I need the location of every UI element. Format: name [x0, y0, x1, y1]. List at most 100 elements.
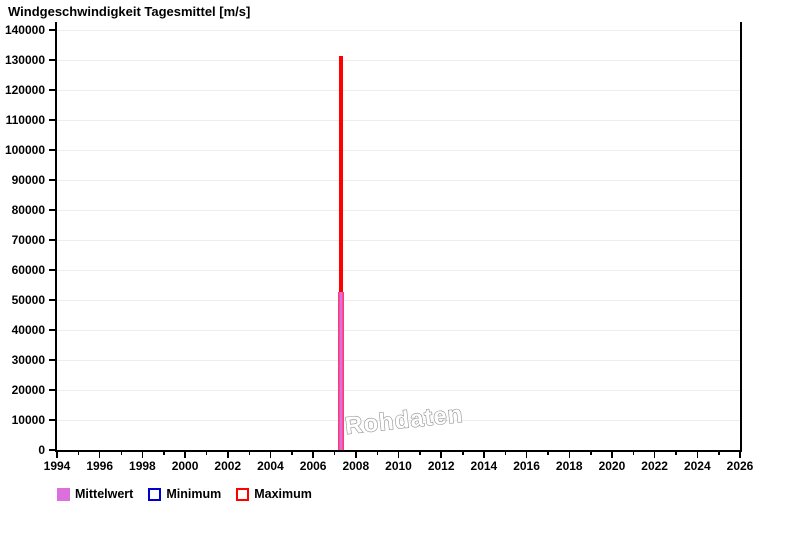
gridline	[57, 299, 740, 301]
gridline	[57, 59, 740, 61]
x-tick-label: 1996	[86, 459, 114, 473]
x-minor-tick	[163, 451, 165, 455]
y-tick	[49, 59, 55, 61]
x-axis	[55, 450, 742, 452]
gridline	[57, 29, 740, 31]
y-tick-label: 30000	[11, 352, 45, 367]
y-tick	[49, 329, 55, 331]
x-minor-tick	[675, 451, 677, 455]
gridline	[57, 269, 740, 271]
legend-item-mittelwert: Mittelwert	[57, 487, 133, 501]
y-axis	[55, 22, 57, 452]
legend-label-minimum: Minimum	[166, 487, 222, 501]
y-tick	[49, 269, 55, 271]
mittelwert-swatch	[57, 487, 70, 501]
x-tick	[440, 451, 442, 458]
x-minor-tick	[718, 451, 720, 455]
right-border	[740, 22, 742, 450]
x-tick	[483, 451, 485, 458]
x-tick	[355, 451, 357, 458]
y-tick-label: 50000	[11, 292, 45, 307]
y-tick-label: 80000	[11, 202, 45, 217]
x-minor-tick	[248, 451, 251, 455]
legend-label-maximum: Maximum	[254, 487, 312, 501]
y-tick	[49, 359, 55, 361]
x-minor-tick	[120, 451, 123, 455]
x-tick	[568, 451, 570, 458]
x-tick	[312, 451, 314, 458]
x-tick	[269, 451, 272, 458]
watermark: Rohdaten	[343, 400, 465, 440]
x-minor-tick	[590, 451, 592, 455]
x-tick	[696, 451, 699, 458]
y-tick-label: 10000	[11, 412, 45, 427]
x-tick-label: 2020	[598, 459, 626, 473]
x-tick	[739, 451, 741, 458]
x-tick	[184, 451, 186, 458]
x-tick-label: 2000	[171, 459, 199, 473]
y-tick	[49, 299, 55, 301]
x-tick-label: 2026	[726, 459, 754, 473]
x-tick	[227, 451, 229, 458]
x-tick	[141, 451, 144, 458]
x-minor-tick	[77, 451, 80, 455]
x-minor-tick	[205, 451, 208, 455]
x-minor-tick	[504, 451, 507, 455]
y-tick	[49, 209, 55, 211]
x-tick-label: 2004	[257, 459, 284, 473]
y-tick-label: 120000	[4, 82, 45, 97]
gridline	[57, 419, 740, 421]
legend-label-mittelwert: Mittelwert	[75, 487, 134, 501]
x-tick-label: 2018	[555, 459, 583, 473]
y-tick-label: 100000	[4, 142, 45, 157]
y-tick	[49, 449, 55, 451]
gridline	[57, 89, 740, 91]
bar-maximum	[338, 56, 344, 450]
x-tick	[653, 451, 656, 458]
x-tick-label: 2008	[342, 459, 370, 473]
y-tick	[49, 89, 55, 91]
legend: Mittelwert Minimum Maximum	[57, 487, 312, 501]
x-tick-label: 2024	[683, 459, 711, 473]
y-tick	[49, 179, 55, 181]
gridline	[57, 179, 740, 181]
x-tick	[525, 451, 528, 458]
x-minor-tick	[462, 451, 464, 455]
y-tick	[49, 389, 55, 391]
gridline	[57, 119, 740, 121]
x-tick	[611, 451, 613, 458]
minimum-swatch	[148, 487, 162, 501]
y-tick-label: 0	[38, 442, 45, 457]
x-minor-tick	[419, 451, 421, 455]
gridline	[57, 329, 740, 331]
gridline	[57, 209, 740, 211]
y-tick-label: 130000	[4, 52, 45, 67]
x-tick-label: 2014	[470, 459, 498, 473]
x-tick	[56, 451, 58, 458]
x-tick-label: 1998	[129, 459, 156, 473]
y-tick	[49, 419, 55, 421]
y-tick-label: 90000	[11, 172, 45, 187]
gridline	[57, 239, 740, 241]
y-tick	[49, 119, 55, 121]
legend-item-maximum: Maximum	[236, 487, 312, 501]
y-tick-label: 70000	[11, 232, 45, 247]
x-tick	[397, 451, 400, 458]
legend-item-minimum: Minimum	[148, 487, 221, 501]
x-tick-label: 2012	[427, 459, 455, 473]
watermark-text: Rohdaten	[344, 401, 465, 440]
x-tick-label: 2022	[641, 459, 668, 473]
maximum-swatch	[236, 487, 250, 501]
x-tick-label: 2010	[385, 459, 412, 473]
gridline	[57, 359, 740, 361]
gridline	[57, 149, 740, 151]
x-minor-tick	[333, 451, 336, 455]
y-tick-label: 20000	[11, 382, 45, 397]
bar-mittelwert	[338, 291, 344, 450]
x-tick-label: 1994	[43, 459, 71, 473]
y-tick	[49, 149, 55, 151]
x-tick-label: 2002	[214, 459, 242, 473]
y-tick-label: 40000	[11, 322, 45, 337]
